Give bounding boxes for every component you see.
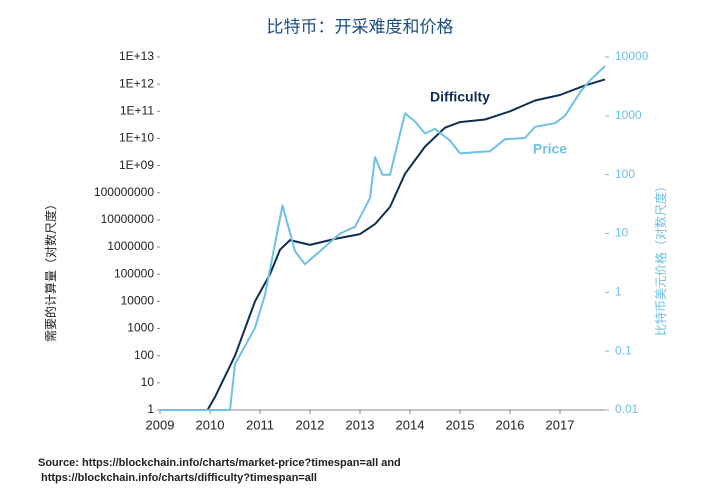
y-tick-label: 10000 bbox=[121, 294, 155, 308]
y-tick-label: 10 bbox=[141, 375, 155, 389]
chart-title: 比特币：开采难度和价格 bbox=[267, 17, 454, 36]
y-tick-label: 100 bbox=[134, 348, 154, 362]
series-line bbox=[160, 65, 606, 411]
y2-tick-label: 0.01 bbox=[615, 402, 639, 416]
y-tick-label: 1E+12 bbox=[119, 76, 154, 90]
y-axis-label: 需要的计算量（对数尺度） bbox=[43, 198, 58, 342]
source-line: Source: https://blockchain.info/charts/m… bbox=[38, 457, 401, 469]
y-tick-label: 1000000 bbox=[107, 239, 154, 253]
x-tick-label: 2013 bbox=[346, 417, 375, 432]
x-tick-label: 2009 bbox=[146, 417, 175, 432]
y-tick-label: 10000000 bbox=[101, 212, 155, 226]
y2-tick-label: 10 bbox=[615, 226, 629, 240]
x-tick-label: 2011 bbox=[246, 417, 274, 432]
y-tick-label: 1E+10 bbox=[119, 131, 154, 145]
y-tick-label: 100000 bbox=[114, 266, 154, 280]
x-tick-label: 2017 bbox=[546, 417, 575, 432]
y-tick-label: 100000000 bbox=[94, 185, 154, 199]
y2-tick-label: 1 bbox=[615, 285, 622, 299]
y-tick-label: 1E+09 bbox=[119, 158, 154, 172]
y2-tick-label: 1000 bbox=[615, 108, 642, 122]
series-label: Difficulty bbox=[430, 89, 490, 105]
y2-tick-label: 0.1 bbox=[615, 343, 632, 357]
x-tick-label: 2015 bbox=[446, 417, 475, 432]
x-tick-label: 2016 bbox=[496, 417, 525, 432]
series-label: Price bbox=[533, 141, 567, 157]
source-line: https://blockchain.info/charts/difficult… bbox=[41, 472, 317, 484]
x-tick-label: 2012 bbox=[296, 417, 325, 432]
y2-tick-label: 100 bbox=[615, 167, 635, 181]
y-tick-label: 1 bbox=[147, 402, 154, 416]
x-tick-label: 2010 bbox=[196, 417, 225, 432]
series-line bbox=[160, 78, 606, 411]
x-tick-label: 2014 bbox=[396, 417, 425, 432]
y2-tick-label: 10000 bbox=[615, 49, 649, 63]
y-tick-label: 1E+13 bbox=[119, 49, 154, 63]
y-tick-label: 1000 bbox=[127, 321, 154, 335]
y-tick-label: 1E+11 bbox=[120, 103, 154, 117]
y2-axis-label: 比特币美元价格（对数尺度） bbox=[653, 180, 668, 336]
